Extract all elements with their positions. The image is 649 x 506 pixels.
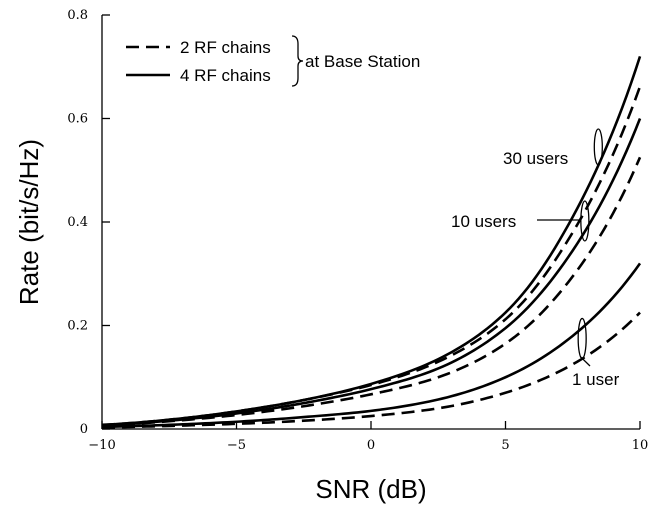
legend-label-4rf: 4 RF chains [180,66,271,85]
y-tick-label: 0 [80,422,88,437]
x-tick-label: 0 [367,438,375,453]
annotation-ellipse-1-user [577,317,587,360]
legend-group-label: at Base Station [305,52,420,71]
annotation-10-users: 10 users [451,212,516,231]
annotation-ellipse-10-users [580,200,590,242]
legend: 2 RF chains 4 RF chains at Base Station [126,35,420,87]
y-tick-label: 0.8 [67,8,88,23]
annotation-1-user: 1 user [572,370,620,389]
series-line-1 [101,85,642,427]
y-tick-label: 0.2 [67,319,88,334]
series-line-0 [101,55,642,427]
x-tick-label: −5 [227,438,246,453]
legend-brace [291,35,304,87]
y-tick-label: 0.6 [67,112,88,127]
x-tick-label: 5 [501,438,509,453]
series-curves [101,55,642,429]
x-tick-label: 10 [632,438,649,453]
x-axis-title: SNR (dB) [315,474,426,504]
annotation-ellipse-30-users [593,128,603,166]
series-line-5 [101,311,641,429]
axis-ticks: −10 −5 0 5 10 0 0.2 0.4 0.6 0.8 [67,8,648,453]
series-line-3 [101,156,642,427]
legend-label-2rf: 2 RF chains [180,38,271,57]
annotation-30-users: 30 users [503,149,568,168]
series-line-4 [101,262,642,429]
y-axis-title: Rate (bit/s/Hz) [14,139,44,305]
y-tick-label: 0.4 [67,215,88,230]
annotations: 30 users 10 users 1 user [451,128,620,389]
x-tick-label: −10 [88,438,115,453]
annotation-leader-1-user [579,355,591,367]
